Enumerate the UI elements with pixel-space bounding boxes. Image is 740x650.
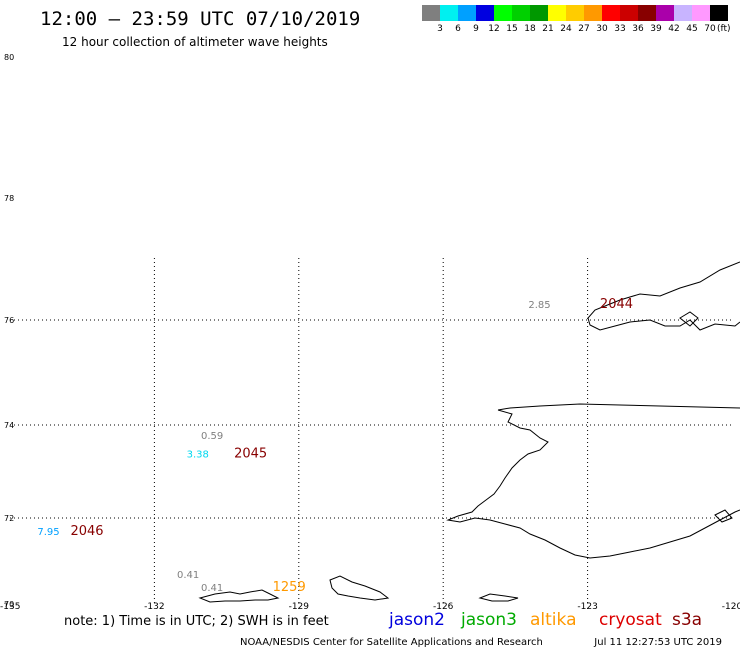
colorbar-label: 70 bbox=[704, 24, 716, 34]
footer-note: note: 1) Time is in UTC; 2) SWH is in fe… bbox=[64, 614, 329, 629]
swh-value-label: 0.41 bbox=[201, 583, 223, 594]
swh-value-label: 0.59 bbox=[201, 431, 223, 442]
colorbar-swatch bbox=[638, 5, 656, 21]
colorbar-swatch bbox=[512, 5, 530, 21]
chart-title: 12:00 – 23:59 UTC 07/10/2019 bbox=[40, 8, 360, 30]
y-tick-label: 72 bbox=[4, 514, 14, 523]
coastline bbox=[198, 261, 740, 603]
y-tick-label: 78 bbox=[4, 194, 14, 203]
colorbar-swatch bbox=[656, 5, 674, 21]
colorbar-label: 27 bbox=[578, 24, 589, 34]
satellite-legend: jason2 jason3 altika cryosat s3a bbox=[388, 610, 702, 630]
colorbar-swatch bbox=[584, 5, 602, 21]
colorbar-label: 45 bbox=[686, 24, 697, 34]
colorbar-label: 42 bbox=[668, 24, 679, 34]
colorbar-label: 30 bbox=[596, 24, 608, 34]
colorbar-label: 36 bbox=[632, 24, 644, 34]
colorbar-swatch bbox=[530, 5, 548, 21]
x-tick-label: -123 bbox=[577, 602, 597, 612]
colorbar-swatch bbox=[458, 5, 476, 21]
colorbar-swatch bbox=[548, 5, 566, 21]
x-tick-label: -120 bbox=[722, 602, 740, 612]
longitude-axis: -135 -132 -129 -126 -123 -120 bbox=[0, 602, 740, 612]
colorbar-swatch bbox=[422, 5, 440, 21]
colorbar-label: 24 bbox=[560, 24, 572, 34]
pass-time-label: 2045 bbox=[234, 447, 267, 462]
colorbar-swatch bbox=[692, 5, 710, 21]
colorbar-label: 15 bbox=[506, 24, 517, 34]
colorbar-label: 39 bbox=[650, 24, 662, 34]
x-tick-label: -126 bbox=[433, 602, 454, 612]
x-tick-label: -132 bbox=[144, 602, 164, 612]
pass-time-label: 2044 bbox=[600, 297, 633, 312]
satellite-legend-cryosat: cryosat bbox=[599, 610, 662, 630]
satellite-legend-jason3: jason3 bbox=[460, 610, 517, 630]
colorbar-swatch bbox=[476, 5, 494, 21]
y-tick-label: 80 bbox=[4, 53, 14, 62]
latitude-axis: 80 78 76 74 72 70 bbox=[4, 53, 14, 609]
colorbar-swatch bbox=[602, 5, 620, 21]
colorbar-swatch bbox=[566, 5, 584, 21]
y-tick-label: 74 bbox=[4, 421, 14, 430]
y-tick-label: 76 bbox=[4, 316, 14, 325]
swh-value-label: 7.95 bbox=[37, 527, 59, 538]
colorbar-label: 9 bbox=[473, 24, 479, 34]
colorbar-label: 33 bbox=[614, 24, 625, 34]
satellite-legend-jason2: jason2 bbox=[388, 610, 445, 630]
colorbar-label: 18 bbox=[524, 24, 536, 34]
colorbar-swatch bbox=[710, 5, 728, 21]
pass-time-label: 1259 bbox=[273, 580, 306, 595]
footer-timestamp: Jul 11 12:27:53 UTC 2019 bbox=[593, 637, 722, 648]
footer-credit: NOAA/NESDIS Center for Satellite Applica… bbox=[240, 637, 543, 648]
colorbar-label: 3 bbox=[437, 24, 443, 34]
color-scale-legend: 3 6 9 12 15 18 21 24 27 30 33 36 39 42 45 70 bbox=[422, 5, 728, 34]
colorbar-swatch bbox=[620, 5, 638, 21]
x-tick-label: -129 bbox=[289, 602, 310, 612]
swh-value-label: 0.41 bbox=[177, 570, 199, 581]
x-tick-label: -135 bbox=[0, 602, 20, 612]
colorbar-label: 6 bbox=[455, 24, 461, 34]
colorbar-unit: (ft) bbox=[717, 24, 731, 34]
satellite-legend-s3a: s3a bbox=[672, 610, 702, 630]
colorbar-swatch bbox=[674, 5, 692, 21]
wave-height-points: 2.85 0.59 3.38 7.95 0.410.41 2044 2045 2046 1259 bbox=[37, 297, 633, 595]
chart-subtitle: 12 hour collection of altimeter wave hei… bbox=[62, 35, 328, 49]
lat-lon-grid bbox=[10, 258, 732, 604]
satellite-legend-altika: altika bbox=[530, 610, 577, 630]
colorbar-label: 12 bbox=[488, 24, 499, 34]
y-tick-label: 70 bbox=[4, 600, 14, 609]
swh-value-label: 2.85 bbox=[528, 300, 550, 311]
swh-value-label: 3.38 bbox=[187, 450, 209, 461]
colorbar-swatch bbox=[440, 5, 458, 21]
colorbar-swatch bbox=[494, 5, 512, 21]
pass-time-label: 2046 bbox=[70, 524, 103, 539]
colorbar-label: 21 bbox=[542, 24, 553, 34]
